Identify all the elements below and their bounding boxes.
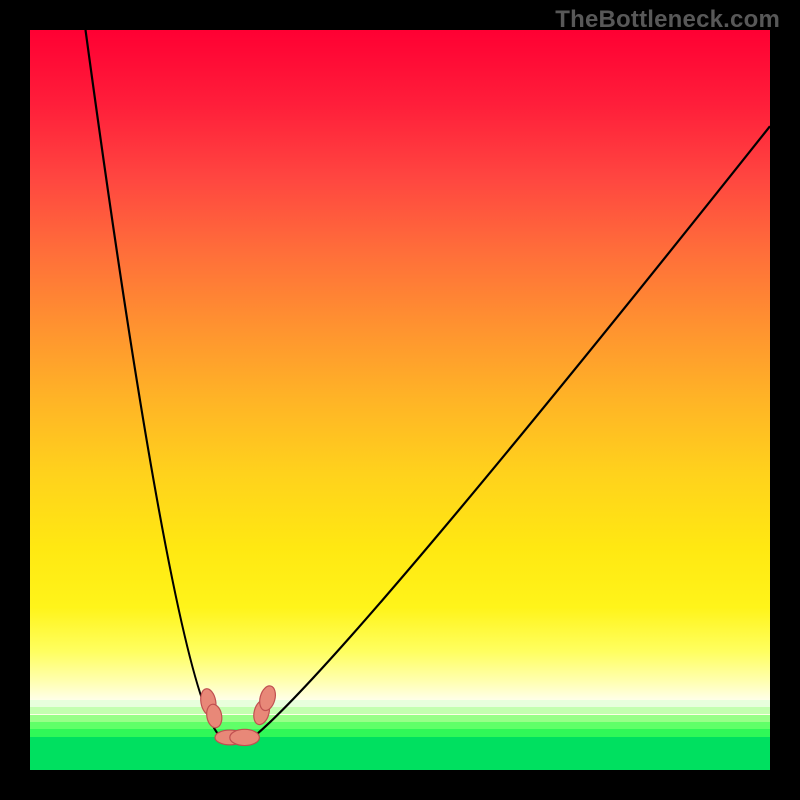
chart-svg <box>30 30 770 770</box>
watermark-text: TheBottleneck.com <box>555 6 780 34</box>
curve-left-branch <box>86 30 223 738</box>
marker-blob <box>230 729 260 745</box>
markers-group <box>199 684 278 745</box>
curve-right-branch <box>252 126 770 738</box>
plot-area <box>30 30 770 770</box>
